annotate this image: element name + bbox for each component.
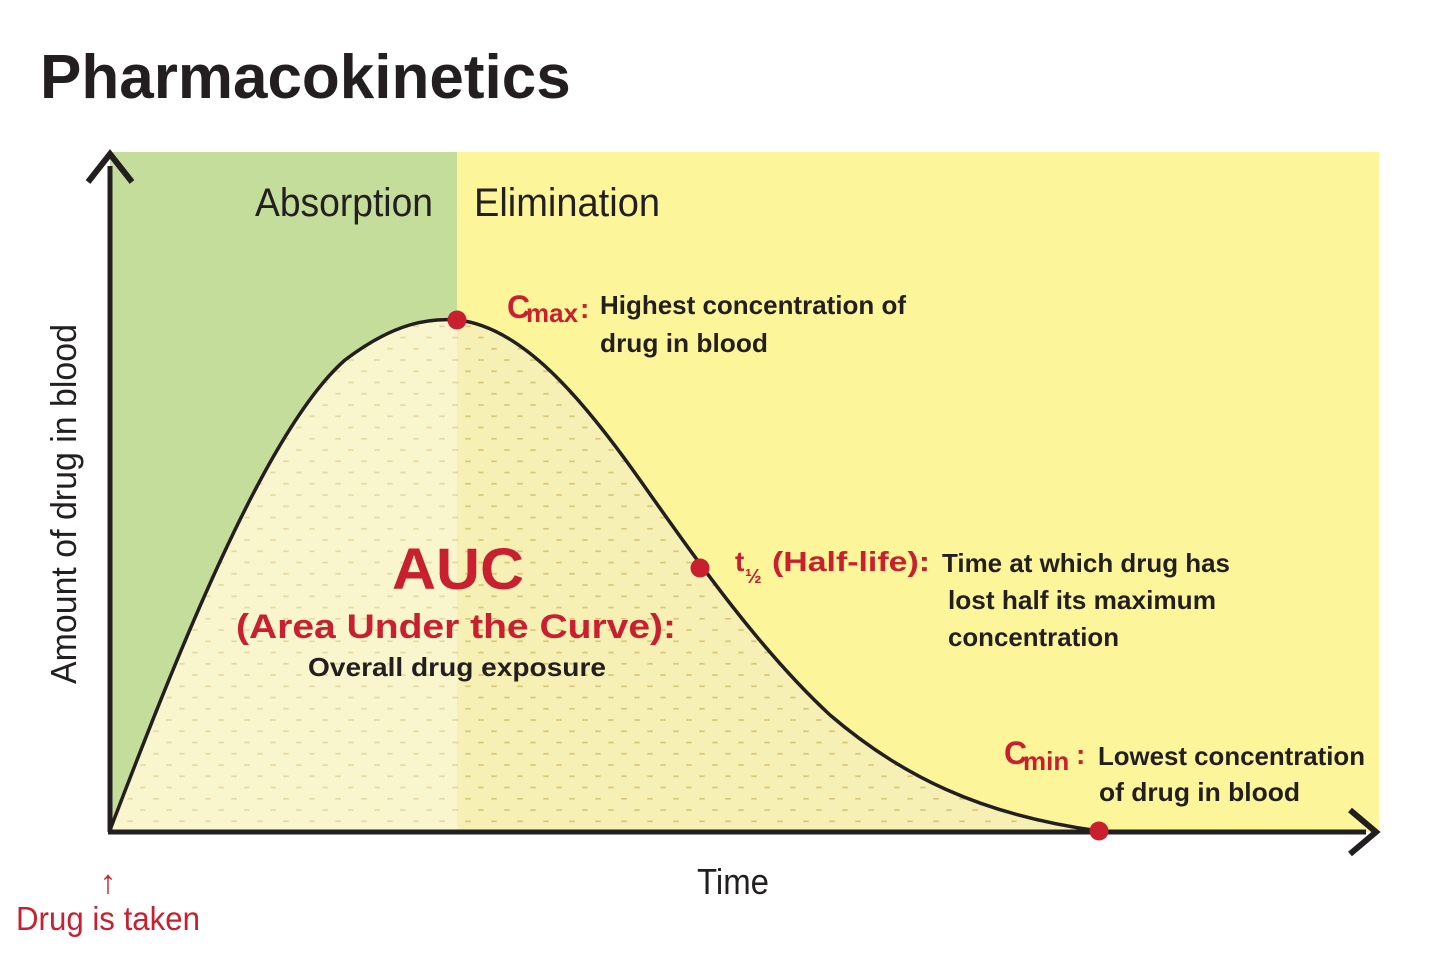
auc-subheading: (Area Under the Curve): [236,608,676,646]
half-life-description-line3: concentration [948,622,1119,652]
drug-taken-label: Drug is taken [16,900,200,937]
drug-taken-arrow-icon: ↑ [100,863,117,900]
half-life-description-line2: lost half its maximum [948,585,1216,615]
cmax-description-line1: Highest concentration of [600,290,906,320]
x-axis [108,807,1381,857]
y-axis-label: Amount of drug in blood [43,324,84,684]
y-axis [85,149,135,832]
cmin-description-line1: Lowest concentration [1098,741,1365,771]
cmax-point [447,310,467,330]
cmax-subscript: max [526,298,579,328]
cmin-label: C min : [1004,735,1085,776]
half-life-subscript: ½ [745,566,762,588]
cmax-description-line2: drug in blood [600,328,768,358]
auc-heading: AUC [392,537,524,602]
cmin-description-line2: of drug in blood [1099,777,1300,807]
absorption-label: Absorption [255,181,433,225]
cmin-colon: : [1076,739,1085,770]
cmax-label: C max : [507,289,589,328]
cmin-point [1089,821,1109,841]
cmax-symbol: C [507,289,530,325]
cmin-symbol: C [1004,735,1027,771]
cmin-subscript: min [1023,746,1069,776]
half-life-symbol: t [735,546,744,577]
elimination-label: Elimination [474,181,660,225]
x-axis-label: Time [697,861,769,902]
concentration-curve [108,317,1100,833]
half-life-description-line1: Time at which drug has [942,548,1230,578]
half-life-label: t ½ (Half-life): [735,546,930,588]
half-life-point [690,558,710,578]
auc-description: Overall drug exposure [308,652,606,682]
diagram-title: Pharmacokinetics [40,43,571,112]
half-life-name: (Half-life): [772,546,930,577]
cmax-colon: : [580,293,589,324]
